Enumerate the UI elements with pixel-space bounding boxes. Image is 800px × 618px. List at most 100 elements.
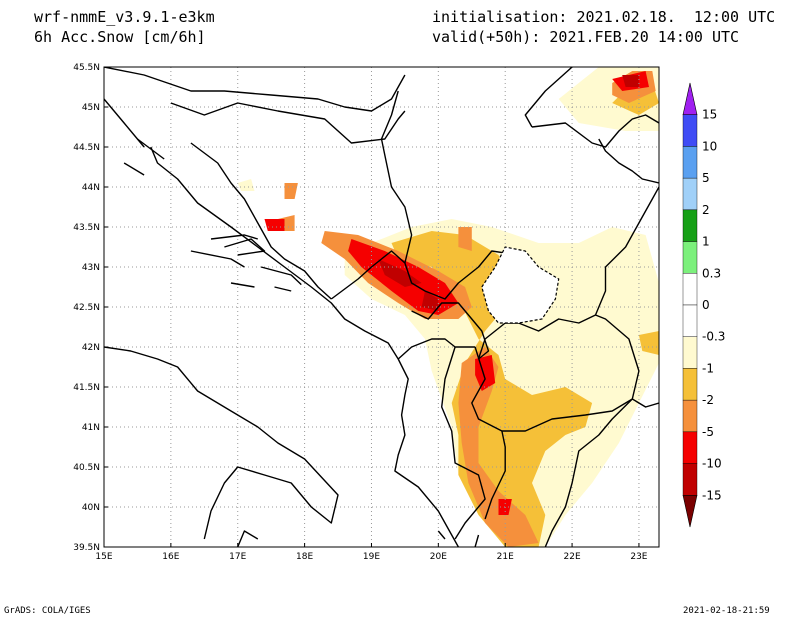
- colorbar-label: -2: [702, 393, 714, 407]
- y-tick-label: 45N: [82, 103, 100, 113]
- border-line-20: [544, 398, 633, 547]
- x-tick-label: 20E: [430, 552, 447, 562]
- border-line-26: [274, 286, 292, 292]
- colorbar-label: -0.3: [702, 330, 725, 344]
- border-line-5: [170, 102, 406, 144]
- border-line-25: [230, 282, 255, 288]
- colorbar-label: -10: [702, 457, 722, 471]
- colorbar-swatch: [682, 399, 698, 433]
- border-line-0: [104, 67, 406, 112]
- model-title: wrf-nmmE_v3.9.1-e3km: [34, 8, 215, 26]
- colorbar-label: 2: [702, 203, 710, 217]
- colorbar-label: 5: [702, 171, 710, 185]
- y-tick-label: 44N: [82, 183, 100, 193]
- border-line-18: [524, 67, 573, 128]
- colorbar-swatch: [682, 209, 698, 242]
- colorbar-label: 0: [702, 298, 710, 312]
- colorbar-top-arrow: [682, 82, 698, 116]
- colorbar-swatch: [682, 431, 698, 464]
- border-line-10: [477, 314, 596, 360]
- border-line-30: [437, 530, 446, 540]
- snow-region-19: [622, 75, 639, 87]
- credit-label: GrADS: COLA/IGES: [4, 606, 91, 616]
- colorbar-label: -1: [702, 361, 714, 375]
- x-tick-label: 16E: [162, 552, 179, 562]
- colorbar-swatch: [682, 273, 698, 306]
- colorbar-bottom-arrow: [682, 494, 698, 528]
- border-coast-layer: [104, 67, 659, 547]
- border-line-17: [531, 114, 659, 148]
- border-line-7: [330, 250, 519, 300]
- snow-region-14: [264, 219, 285, 231]
- snow-region-5: [638, 331, 659, 355]
- y-tick-label: 44.5N: [73, 143, 100, 153]
- border-line-22: [190, 250, 245, 268]
- snow-region-7: [458, 347, 539, 547]
- border-line-29: [474, 534, 480, 547]
- border-line-15: [594, 186, 659, 316]
- x-tick-label: 22E: [564, 552, 581, 562]
- x-tick-label: 19E: [363, 552, 380, 562]
- x-tick-label: 23E: [630, 552, 647, 562]
- border-line-28: [136, 138, 165, 160]
- valid-time: valid(+50h): 2021.FEB.20 14:00 UTC: [432, 28, 740, 46]
- snow-layer: [237, 67, 659, 547]
- x-tick-label: 15E: [95, 552, 112, 562]
- x-tick-label: 18E: [296, 552, 313, 562]
- colorbar-label: 10: [702, 139, 717, 153]
- border-line-27: [123, 162, 145, 176]
- field-title: 6h Acc.Snow [cm/6h]: [34, 28, 206, 46]
- snow-region-9: [284, 183, 298, 199]
- colorbar-label: -15: [702, 488, 722, 502]
- y-tick-label: 40.5N: [73, 463, 100, 473]
- axis-ticks: 15E 16E 17E 18E 19E 20E 21E 22E 23E 39.5N 40N 40.5N…: [73, 63, 648, 562]
- y-tick-label: 42.5N: [73, 303, 100, 313]
- border-line-24: [260, 266, 302, 286]
- border-line-13: [441, 346, 486, 540]
- border-line-3: [104, 346, 339, 540]
- init-time: initialisation: 2021.02.18. 12:00 UTC: [432, 8, 776, 26]
- y-tick-label: 43.5N: [73, 223, 100, 233]
- region-outline-0: [481, 246, 560, 324]
- border-line-23: [210, 234, 259, 240]
- y-tick-label: 41N: [82, 423, 100, 433]
- colorbar-swatch: [682, 336, 698, 369]
- colorbar-swatch: [682, 463, 698, 496]
- colorbar-swatch: [682, 368, 698, 401]
- border-line-6: [190, 142, 332, 300]
- colorbar-swatch: [682, 304, 698, 337]
- colorbar-swatch: [682, 146, 698, 179]
- y-tick-label: 42N: [82, 343, 100, 353]
- colorbar-swatch: [682, 241, 698, 274]
- timestamp-label: 2021-02-18-21:59: [683, 606, 770, 616]
- border-line-11: [471, 314, 640, 432]
- border-line-21: [224, 238, 266, 256]
- border-line-4: [237, 530, 259, 547]
- snow-region-11: [458, 227, 472, 251]
- border-line-8: [380, 90, 413, 264]
- colorbar-label: -5: [702, 425, 714, 439]
- colorbar-swatch: [682, 177, 698, 211]
- y-tick-label: 43N: [82, 263, 100, 273]
- y-tick-label: 40N: [82, 503, 100, 513]
- x-tick-label: 21E: [497, 552, 514, 562]
- border-line-16: [598, 138, 659, 184]
- colorbar-swatch: [682, 114, 698, 147]
- y-tick-label: 45.5N: [73, 63, 100, 73]
- snow-region-18: [421, 291, 439, 311]
- border-line-14: [484, 430, 506, 520]
- y-tick-label: 39.5N: [73, 543, 100, 553]
- colorbar-label: 0.3: [702, 266, 721, 280]
- x-tick-label: 17E: [229, 552, 246, 562]
- border-line-19: [631, 398, 659, 408]
- border-line-9: [411, 302, 490, 360]
- colorbar-label: 15: [702, 108, 717, 122]
- border-line-2: [150, 146, 460, 547]
- snow-region-2: [237, 179, 255, 191]
- y-tick-label: 41.5N: [73, 383, 100, 393]
- border-line-12: [397, 338, 476, 360]
- colorbar-label: 1: [702, 235, 710, 249]
- colorbar: 15 10 5 2 1 0.3 0 -0.3 -1 -2 -5 -10 -15: [682, 82, 725, 528]
